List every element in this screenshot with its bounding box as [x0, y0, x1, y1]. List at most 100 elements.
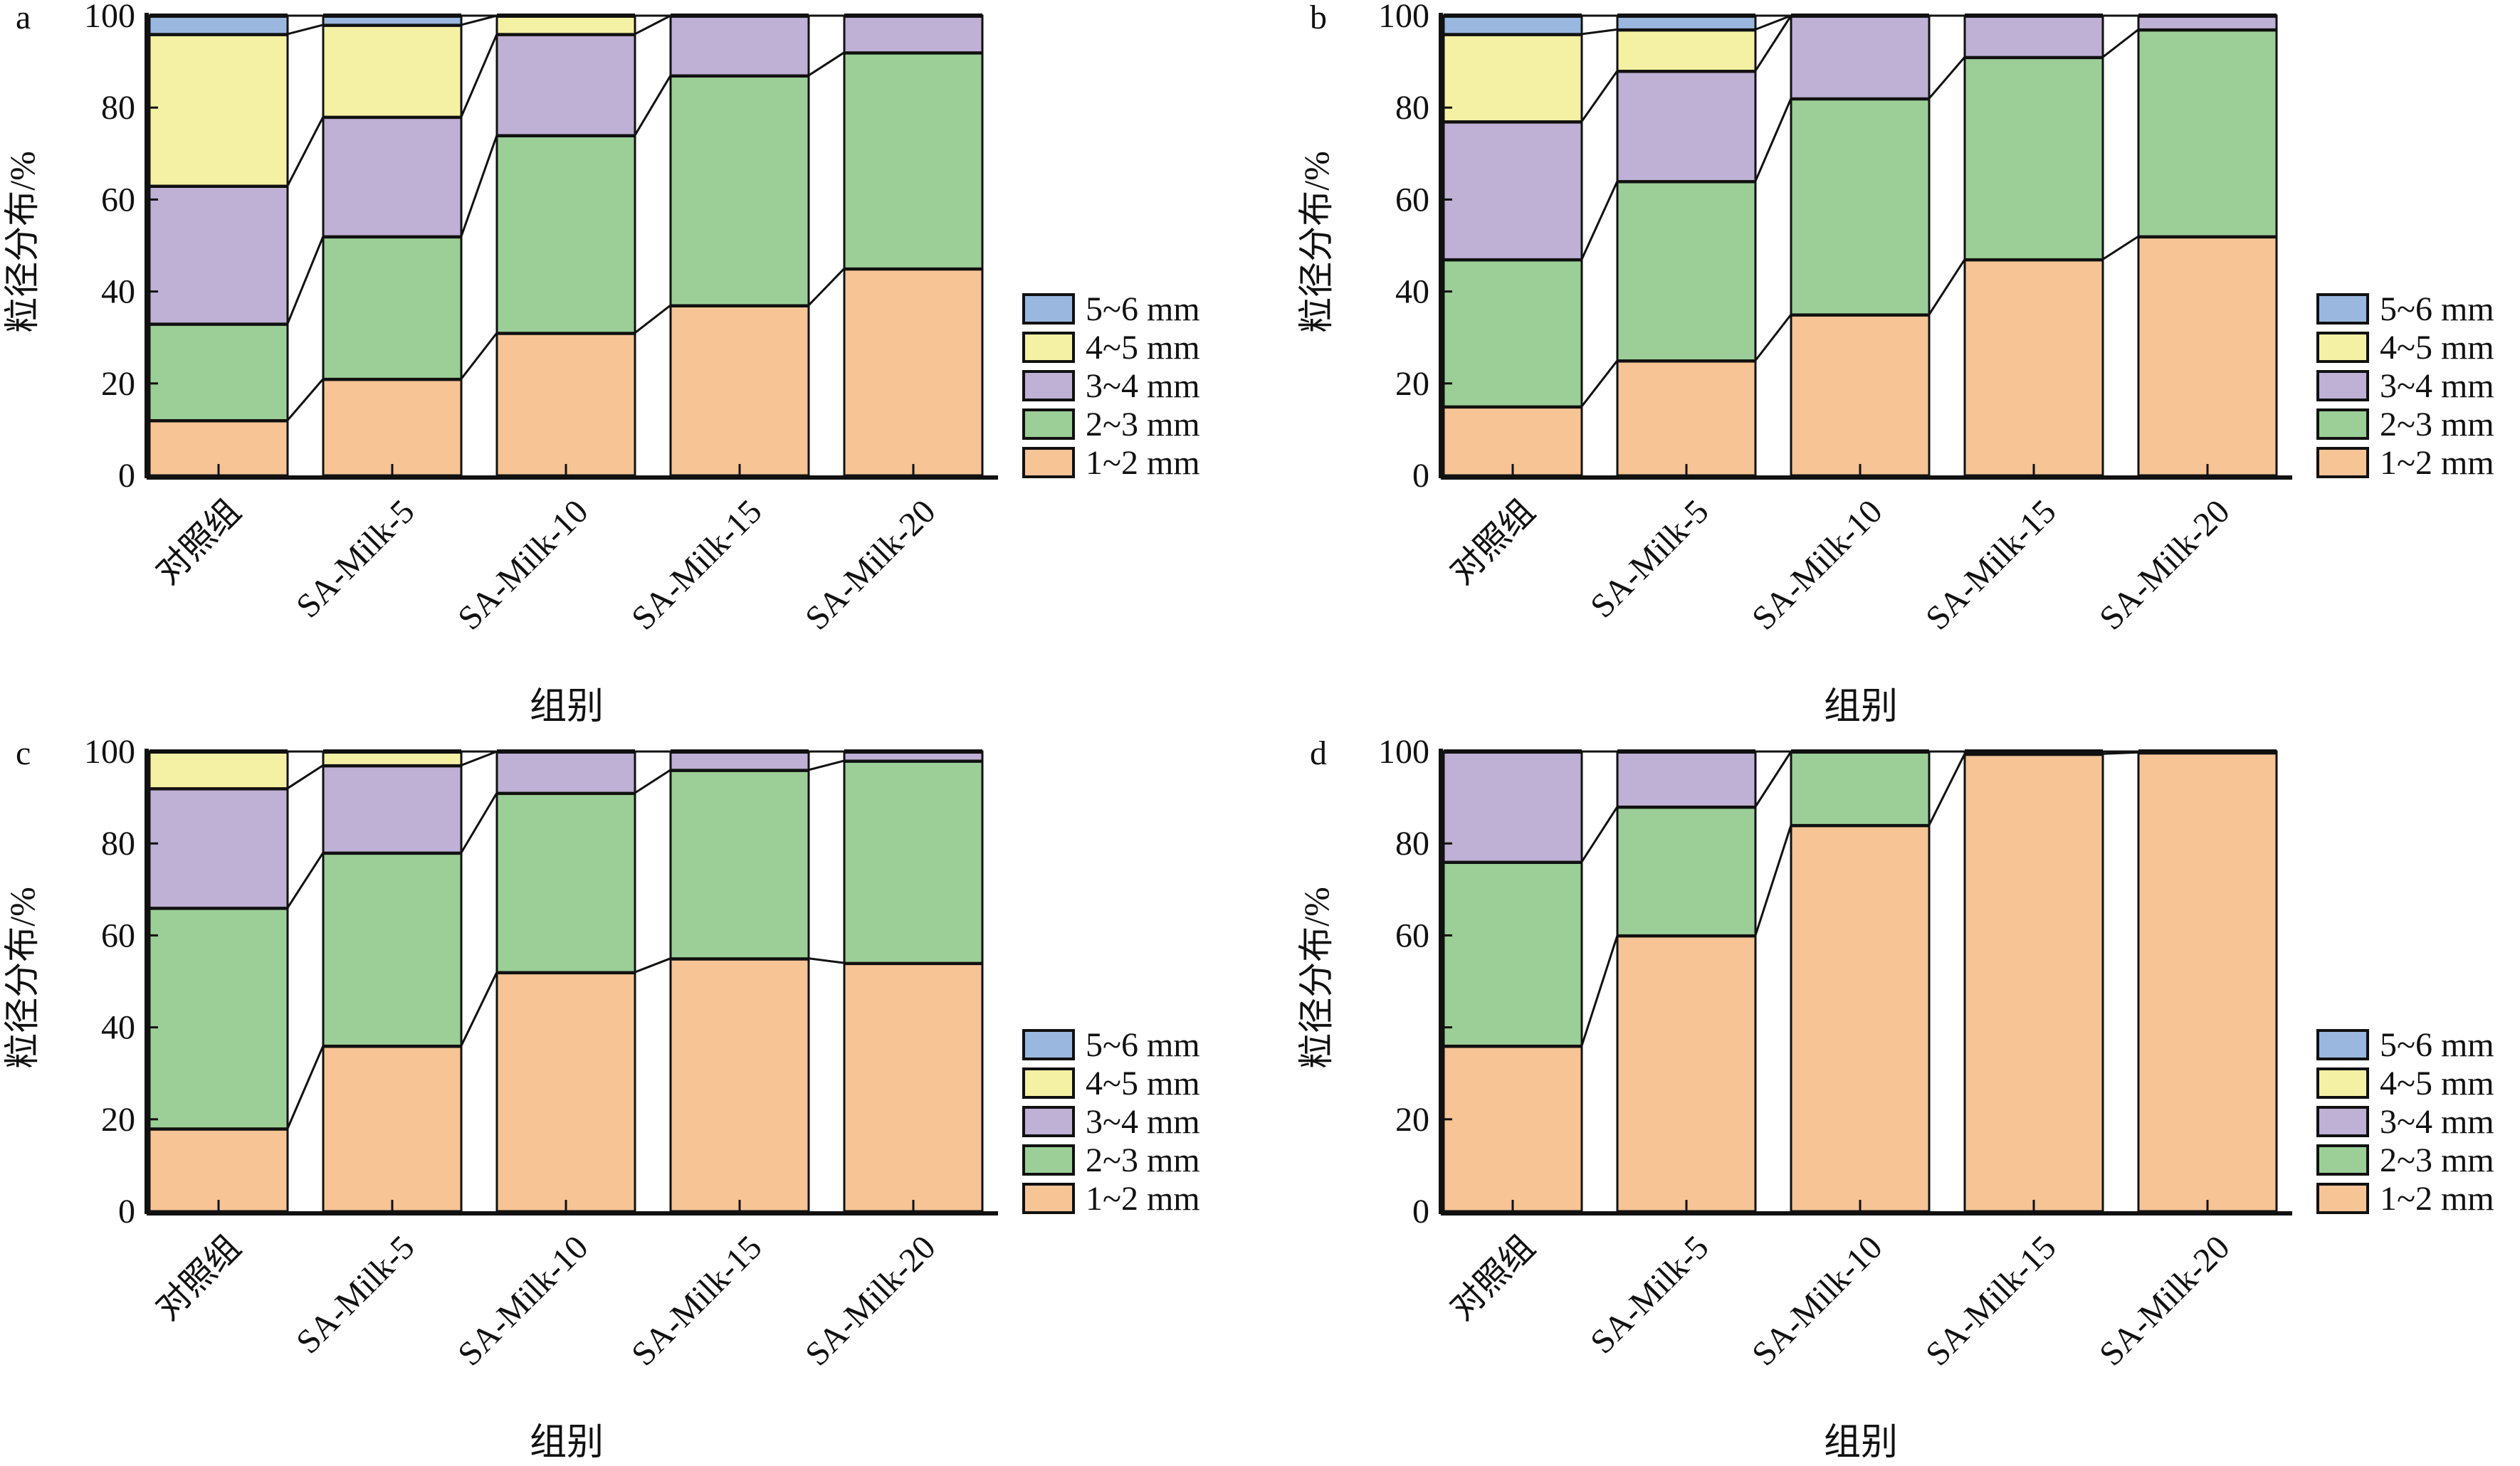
y-tick-label: 40 [1395, 273, 1429, 311]
chart-panel-a: 对照组 SA-Milk-5 SA-Milk-10 SA-Milk-15 SA-Milk-… [2, 0, 1200, 727]
connector-line [1755, 14, 1792, 31]
legend-label: 2~3 mm [1086, 1141, 1200, 1179]
panel-label: b [1310, 0, 1327, 36]
connector-line [1580, 359, 1619, 408]
legend-item: 1~2 mm [1022, 1180, 1200, 1218]
connector-line [634, 304, 671, 334]
bar-segment [1790, 313, 1931, 477]
legend-swatch [1022, 1183, 1075, 1214]
connector-line [634, 769, 671, 794]
legend-swatch [1022, 293, 1075, 325]
x-tick-label: SA-Milk-5 [1583, 492, 1716, 625]
x-tick-label: SA-Milk-5 [289, 492, 421, 625]
legend-item: 5~6 mm [1022, 290, 1200, 328]
legend-item: 2~3 mm [2316, 1141, 2494, 1179]
bar-segment [1616, 28, 1757, 73]
x-tick-label: SA-Milk-20 [798, 1228, 943, 1373]
legend-label: 3~4 mm [2380, 367, 2494, 405]
bar-segment [148, 907, 289, 1130]
x-tick-label: 对照组 [149, 492, 248, 591]
legend-swatch [1022, 1106, 1075, 1137]
connector-line [1580, 934, 1619, 1046]
legend: 5~6 mm4~5 mm3~4 mm2~3 mm1~2 mm [1022, 290, 1200, 482]
panel-label: d [1310, 734, 1327, 772]
bar-segment [2137, 28, 2278, 238]
bar-segment [1442, 258, 1583, 408]
legend-item: 4~5 mm [1022, 1065, 1200, 1102]
connector-line [286, 236, 325, 325]
bar-segment [669, 957, 810, 1213]
connector-line [1754, 313, 1792, 362]
legend-label: 2~3 mm [1086, 406, 1200, 443]
bar-segment [1790, 97, 1931, 316]
connector-line [807, 268, 846, 307]
chart-panel-d: 对照组 SA-Milk-5 SA-Milk-10 SA-Milk-15 SA-Milk-… [1296, 733, 2494, 1463]
connector-line [2102, 28, 2139, 58]
legend-item: 3~4 mm [1022, 367, 1200, 405]
y-tick-label: 60 [101, 917, 135, 954]
bar-segment [1616, 934, 1757, 1213]
connector-line [1581, 28, 1618, 36]
y-axis-title: 粒径分布/% [2, 151, 42, 333]
legend-swatch [2316, 1183, 2369, 1214]
legend-swatch [2316, 1106, 2369, 1137]
bar-segment [1790, 823, 1931, 1213]
x-tick-label: SA-Milk-10 [451, 492, 595, 637]
bar-segment [148, 1127, 289, 1213]
connector-line [287, 764, 324, 789]
connector-line [286, 116, 325, 186]
panel-label: c [16, 734, 31, 772]
x-tick-label: SA-Milk-15 [624, 1228, 769, 1373]
bar-segment [1790, 750, 1931, 826]
bar-segment [495, 971, 636, 1213]
connector-line [634, 14, 671, 36]
connector-line [634, 957, 671, 974]
legend-label: 5~6 mm [1086, 1026, 1200, 1064]
bar-segment [1616, 70, 1757, 183]
y-tick-label: 0 [118, 457, 135, 495]
y-tick-label: 80 [1395, 825, 1429, 863]
legend-swatch [1022, 370, 1075, 401]
y-tick-label: 100 [1378, 0, 1429, 35]
y-tick-label: 20 [1395, 1101, 1429, 1139]
connector-line [808, 51, 845, 77]
x-tick-label: SA-Milk-20 [2092, 492, 2237, 637]
bar-segment [495, 33, 636, 137]
bar-segment [495, 134, 636, 334]
bar-segment [322, 115, 463, 238]
bar-segment [843, 961, 984, 1213]
bar-segment [1616, 806, 1757, 937]
x-tick-label: 对照组 [149, 1228, 248, 1327]
bar-segment [1442, 405, 1583, 477]
y-tick-label: 80 [101, 89, 135, 127]
y-tick-label: 100 [84, 733, 135, 771]
x-tick-label: SA-Milk-10 [1745, 1228, 1889, 1373]
x-axis-title: 组别 [530, 1423, 604, 1463]
legend-label: 1~2 mm [1086, 1180, 1200, 1218]
legend-swatch [2316, 408, 2369, 440]
bar-segment [148, 322, 289, 421]
y-tick-label: 100 [1378, 733, 1429, 771]
bar-segment [669, 769, 810, 960]
bar-segment [2137, 235, 2278, 477]
legend-item: 2~3 mm [1022, 1141, 1200, 1179]
legend-item: 2~3 mm [2316, 406, 2494, 443]
bar-segment [1616, 359, 1757, 477]
y-tick-label: 60 [101, 181, 135, 218]
legend-swatch [1022, 1144, 1075, 1176]
connector-line [460, 971, 498, 1047]
bar-segment [843, 14, 984, 54]
bar-segment [322, 377, 463, 477]
y-tick-label: 20 [101, 365, 135, 403]
bar-segment [322, 1044, 463, 1213]
x-axis-title: 组别 [530, 687, 604, 727]
x-axis-title: 组别 [1824, 1423, 1898, 1463]
bar-segment [1616, 750, 1757, 808]
y-tick-label: 60 [1395, 181, 1429, 218]
bar-segment [843, 51, 984, 270]
legend-swatch [2316, 332, 2369, 363]
connector-line [634, 75, 672, 136]
legend-swatch [1022, 332, 1075, 363]
legend-item: 4~5 mm [1022, 329, 1200, 366]
